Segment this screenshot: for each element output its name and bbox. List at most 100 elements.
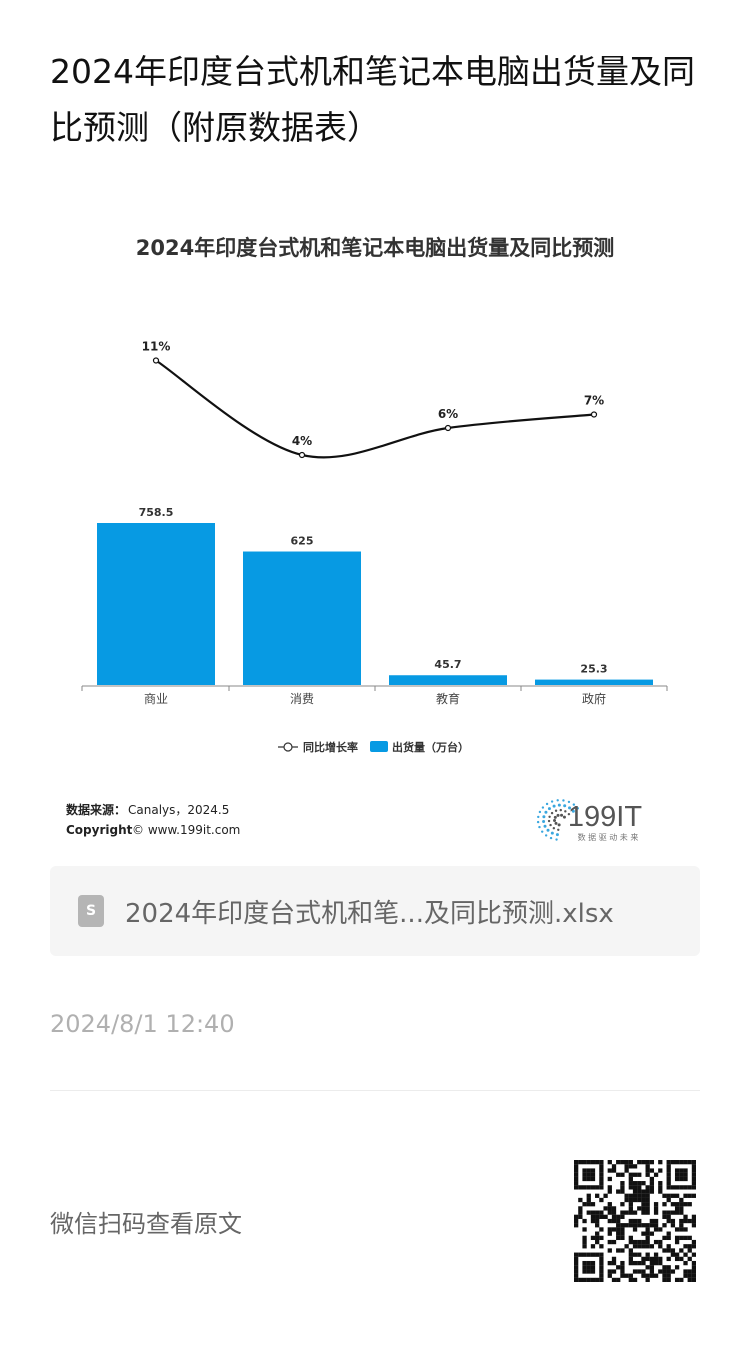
qr-module <box>683 1172 688 1177</box>
qr-module <box>624 1244 629 1249</box>
qr-module <box>607 1202 612 1207</box>
qr-module <box>607 1206 612 1211</box>
bar-data-label: 25.3 <box>580 663 607 676</box>
qr-module <box>574 1168 579 1173</box>
qr-module <box>595 1277 600 1282</box>
qr-module <box>658 1239 663 1245</box>
qr-module <box>616 1218 621 1224</box>
qr-module <box>645 1252 650 1257</box>
qr-module <box>599 1210 604 1215</box>
qr-module <box>632 1252 638 1257</box>
qr-module <box>645 1185 650 1190</box>
legend-line-marker <box>283 742 293 752</box>
qr-module <box>670 1193 676 1198</box>
qr-module <box>574 1269 579 1274</box>
qr-module <box>683 1202 688 1207</box>
qr-module <box>687 1185 692 1190</box>
qr-module <box>586 1168 591 1173</box>
qr-module <box>649 1273 655 1278</box>
qr-module <box>590 1160 596 1165</box>
qr-module <box>641 1206 646 1211</box>
qr-module <box>620 1260 625 1266</box>
qr-module <box>620 1214 625 1219</box>
qr-module <box>653 1218 659 1224</box>
qr-module <box>620 1189 625 1194</box>
qr-module <box>679 1227 684 1232</box>
qr-module <box>679 1248 684 1253</box>
qr-module <box>649 1244 655 1249</box>
qr-module <box>624 1223 629 1228</box>
qr-module <box>653 1260 659 1266</box>
qr-module <box>658 1168 663 1173</box>
qr-module <box>641 1181 646 1186</box>
qr-module <box>628 1210 633 1215</box>
qr-module <box>616 1248 621 1253</box>
qr-module <box>679 1160 684 1165</box>
qr-module <box>666 1269 671 1274</box>
qr-module <box>595 1160 600 1165</box>
qr-module <box>679 1210 684 1215</box>
logo-dot <box>552 827 556 830</box>
logo-dot <box>553 819 557 823</box>
qr-module <box>645 1227 650 1232</box>
qr-module <box>574 1185 579 1190</box>
logo-dot <box>568 806 572 810</box>
qr-module <box>574 1181 579 1186</box>
qr-module <box>590 1260 596 1266</box>
copyright-label: Copyright <box>66 823 133 837</box>
qr-module <box>624 1160 629 1165</box>
qr-module <box>616 1214 621 1219</box>
qr-module <box>607 1248 612 1253</box>
qr-module <box>607 1168 612 1173</box>
logo-dot <box>547 819 551 823</box>
qr-module <box>590 1269 596 1274</box>
qr-module <box>582 1269 587 1274</box>
logo-dot <box>560 813 564 817</box>
file-attachment-card[interactable]: S 2024年印度台式机和笔...及同比预测.xlsx <box>50 866 700 956</box>
qr-module <box>645 1223 650 1228</box>
qr-module <box>590 1277 596 1282</box>
qr-module <box>628 1202 633 1207</box>
qr-module <box>687 1244 692 1249</box>
qr-module <box>670 1210 676 1215</box>
qr-module <box>637 1252 642 1257</box>
qr-module <box>691 1269 696 1274</box>
qr-module <box>683 1193 688 1198</box>
qr-module <box>590 1172 596 1177</box>
legend-label-growth: 同比增长率 <box>303 740 358 754</box>
qr-module <box>578 1210 583 1215</box>
qr-code-icon[interactable] <box>574 1160 696 1282</box>
qr-module <box>687 1277 692 1282</box>
qr-module <box>666 1231 671 1236</box>
qr-module <box>666 1164 671 1169</box>
qr-module <box>574 1172 579 1177</box>
qr-module <box>590 1168 596 1173</box>
qr-module <box>666 1235 671 1241</box>
qr-module <box>599 1160 604 1165</box>
qr-module <box>687 1256 692 1262</box>
chart-image[interactable]: 2024年印度台式机和笔记本电脑出货量及同比预测 758.5 商业 625 消费 45.… <box>50 200 700 850</box>
qr-module <box>691 1223 696 1228</box>
qr-module <box>586 1202 591 1207</box>
logo-dot <box>550 811 554 815</box>
qr-module <box>624 1210 629 1215</box>
logo-dot <box>549 836 553 840</box>
qr-module <box>645 1210 650 1215</box>
qr-module <box>637 1197 642 1203</box>
qr-module <box>603 1193 608 1198</box>
bar-教育 <box>389 675 507 685</box>
file-icon-letter: S <box>85 903 97 919</box>
bar-data-label: 758.5 <box>139 506 174 519</box>
x-tick-label: 政府 <box>582 691 606 706</box>
qr-module <box>674 1172 680 1177</box>
qr-module <box>607 1189 612 1194</box>
qr-module <box>582 1168 587 1173</box>
qr-module <box>590 1185 596 1190</box>
x-tick-label: 教育 <box>436 691 460 706</box>
qr-module <box>586 1176 591 1182</box>
qr-module <box>645 1277 650 1282</box>
qr-module <box>620 1273 625 1278</box>
qr-module <box>616 1223 621 1228</box>
qr-module <box>645 1231 650 1236</box>
qr-module <box>683 1273 688 1278</box>
